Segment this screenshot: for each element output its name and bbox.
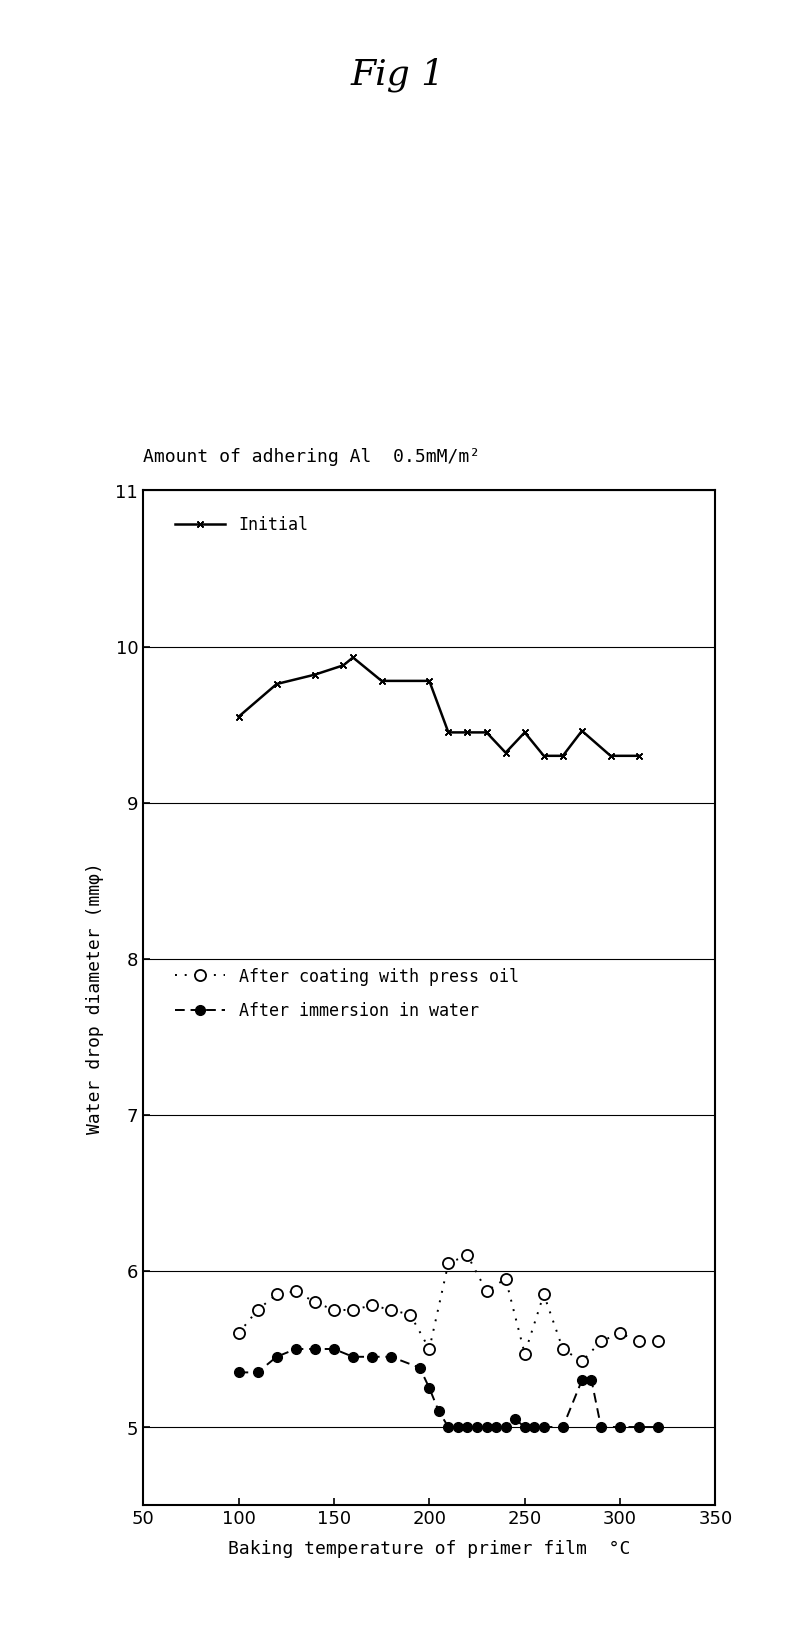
Text: Fig 1: Fig 1 [351,57,444,92]
X-axis label: Baking temperature of primer film  °C: Baking temperature of primer film °C [228,1539,630,1557]
Y-axis label: Water drop diameter (mmφ): Water drop diameter (mmφ) [87,862,104,1134]
Legend: After coating with press oil, After immersion in water: After coating with press oil, After imme… [169,960,525,1027]
Text: Amount of adhering Al  0.5mM/m²: Amount of adhering Al 0.5mM/m² [143,448,480,466]
